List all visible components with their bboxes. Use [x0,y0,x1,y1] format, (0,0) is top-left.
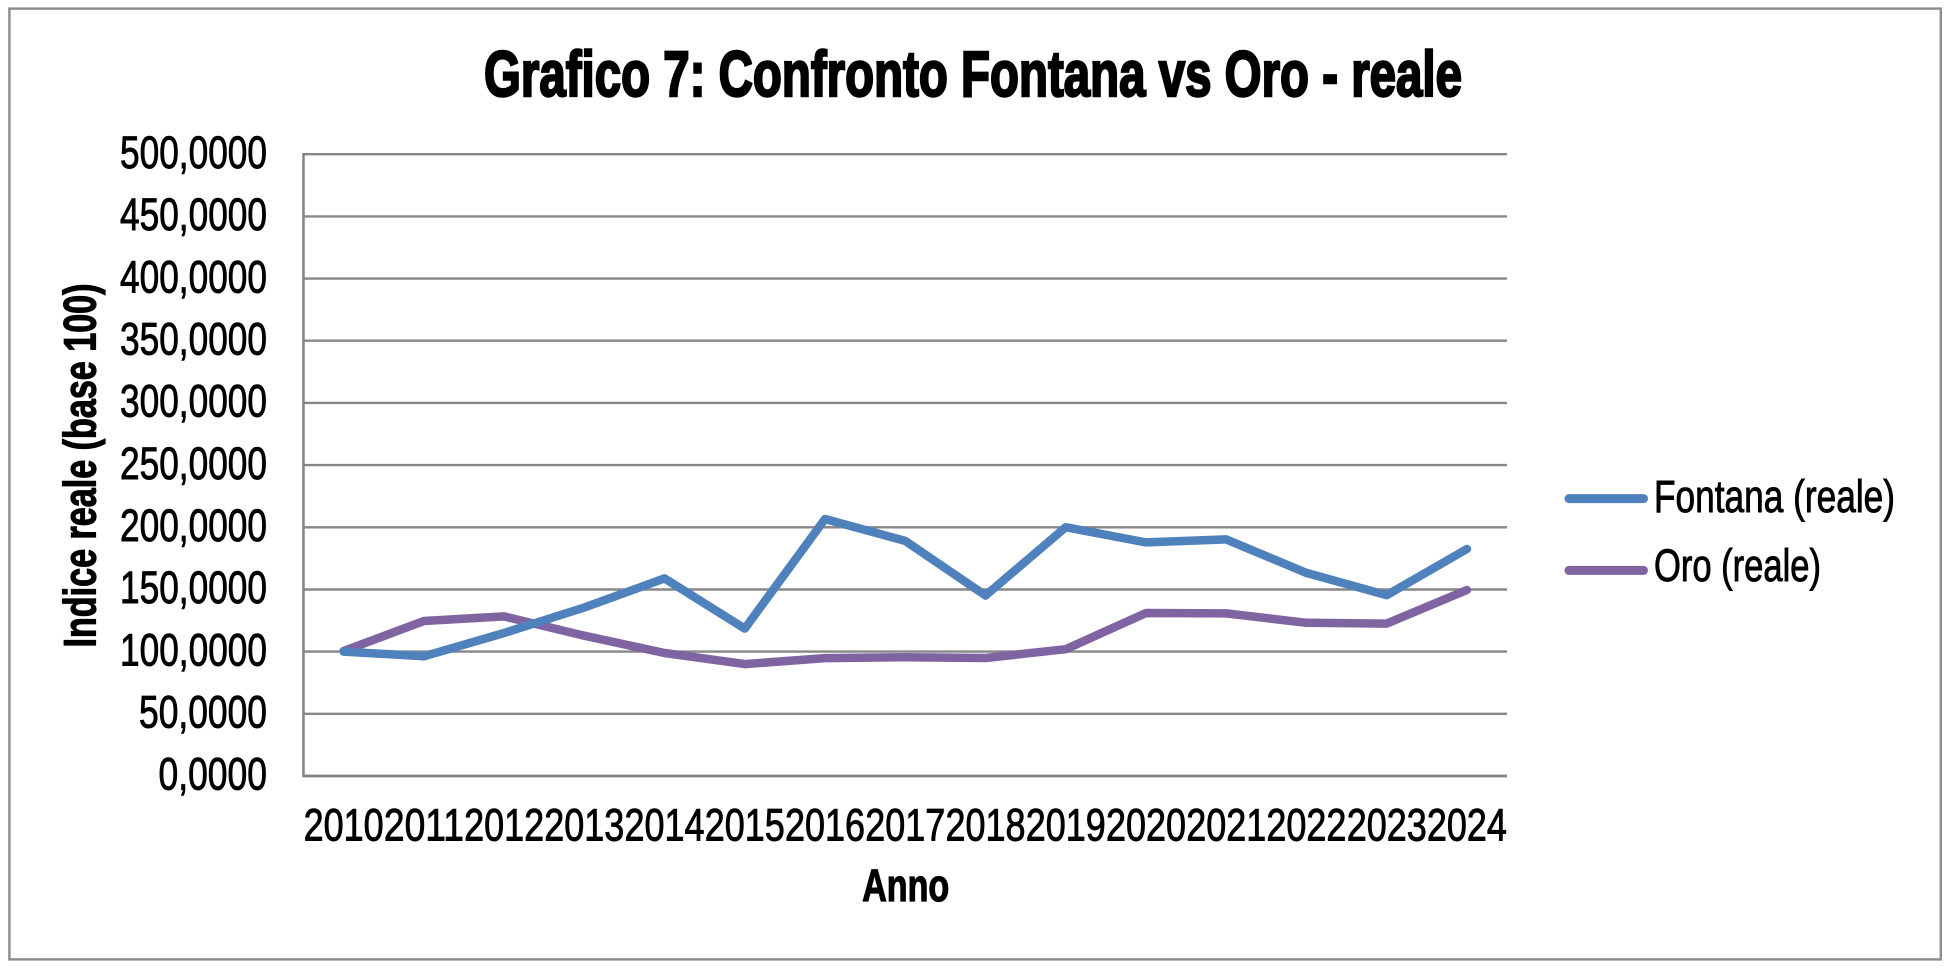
svg-text:250,0000: 250,0000 [120,438,267,489]
svg-text:2011: 2011 [384,799,464,850]
svg-text:2020: 2020 [1106,799,1186,850]
svg-text:300,0000: 300,0000 [120,376,267,427]
svg-text:350,0000: 350,0000 [120,313,267,364]
svg-text:450,0000: 450,0000 [120,189,267,240]
svg-text:400,0000: 400,0000 [120,251,267,302]
svg-text:2014: 2014 [625,799,705,850]
svg-text:150,0000: 150,0000 [120,562,267,613]
svg-text:2016: 2016 [785,799,865,850]
svg-text:2010: 2010 [304,799,384,850]
svg-text:200,0000: 200,0000 [120,500,267,551]
svg-text:500,0000: 500,0000 [120,127,267,178]
svg-text:Oro (reale): Oro (reale) [1654,540,1821,591]
svg-text:2012: 2012 [464,799,544,850]
svg-text:Fontana (reale): Fontana (reale) [1654,471,1895,522]
svg-text:Grafico 7: Confronto Fontana v: Grafico 7: Confronto Fontana vs Oro - re… [484,38,1462,110]
svg-text:2018: 2018 [946,799,1026,850]
svg-text:2022: 2022 [1266,799,1346,850]
svg-text:2019: 2019 [1026,799,1106,850]
svg-text:0,0000: 0,0000 [159,749,268,800]
svg-text:Anno: Anno [862,860,949,911]
svg-text:2024: 2024 [1427,799,1507,850]
svg-text:2015: 2015 [705,799,785,850]
svg-text:100,0000: 100,0000 [120,624,267,675]
svg-text:2021: 2021 [1186,799,1266,850]
svg-text:2017: 2017 [865,799,945,850]
svg-text:2023: 2023 [1347,799,1427,850]
svg-text:Indice reale (base 100): Indice reale (base 100) [55,284,106,648]
svg-text:50,0000: 50,0000 [139,687,267,738]
svg-text:2013: 2013 [544,799,624,850]
